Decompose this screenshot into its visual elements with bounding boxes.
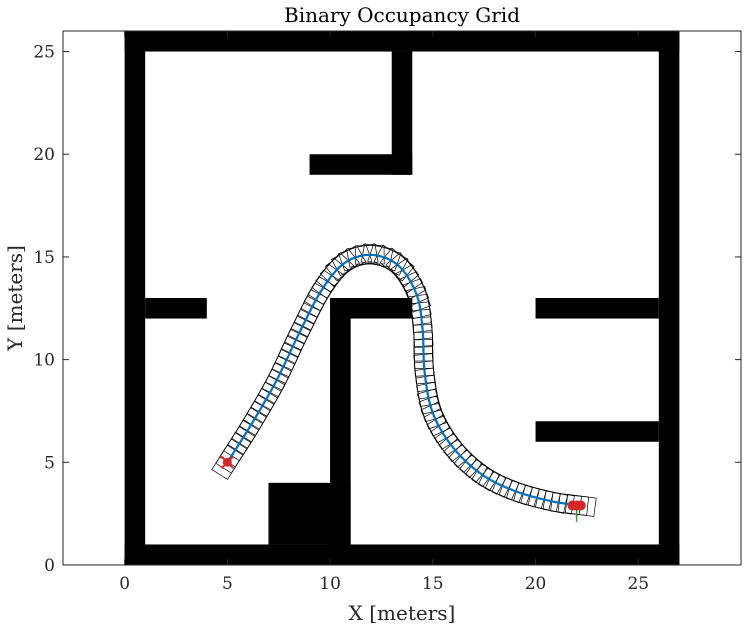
goal-marker-2 [575, 500, 586, 511]
x-tick-label-5: 25 [627, 574, 649, 594]
x-tick-label-3: 15 [422, 574, 444, 594]
obstacle-10 [535, 298, 659, 319]
y-tick-label-1: 5 [44, 453, 55, 473]
markers [220, 455, 586, 522]
axes-box [62, 30, 742, 566]
ticks: 0 5 10 15 20 25 0 5 10 15 20 25 [33, 31, 741, 594]
chart-title: Binary Occupancy Grid [284, 3, 520, 27]
obstacle-9 [268, 482, 351, 545]
obstacle-11 [535, 421, 659, 442]
x-axis-label: X [meters] [349, 601, 456, 625]
start-marker-cross [220, 455, 235, 470]
obstacle-2 [124, 31, 146, 565]
obstacle-0 [124, 544, 680, 565]
obstacle-6 [145, 298, 207, 319]
obstacle-4 [391, 51, 413, 175]
x-tick-label-1: 5 [222, 574, 233, 594]
x-tick-label-0: 0 [119, 574, 130, 594]
vehicle-footprint-34 [346, 243, 379, 268]
obstacle-1 [124, 31, 680, 52]
vehicle-footprints [211, 243, 597, 517]
y-tick-label-0: 0 [44, 556, 55, 576]
obstacle-5 [309, 154, 413, 175]
obstacle-3 [658, 31, 680, 565]
y-tick-label-4: 20 [33, 145, 55, 165]
obstacles [124, 31, 680, 565]
x-tick-label-4: 20 [525, 574, 547, 594]
y-axis-label: Y [meters] [3, 245, 27, 352]
obstacle-8 [330, 298, 413, 319]
x-tick-label-2: 10 [319, 574, 341, 594]
y-tick-label-3: 15 [33, 248, 55, 268]
y-tick-label-2: 10 [33, 351, 55, 371]
y-tick-label-5: 25 [33, 43, 55, 63]
plot-area [62, 30, 742, 566]
planned-path [226, 253, 581, 507]
vehicle-footprint-85 [564, 493, 597, 517]
